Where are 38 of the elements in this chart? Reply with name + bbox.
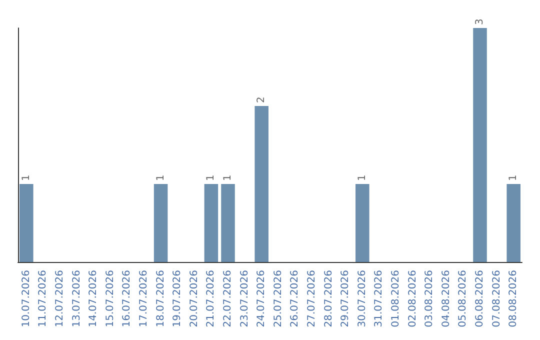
x-tick-label: 21.07.2026 [206, 270, 217, 328]
x-tick-label: 28.07.2026 [323, 270, 334, 328]
data-label: 1 [356, 174, 368, 181]
x-tick-label: 25.07.2026 [272, 270, 284, 328]
data-label: 1 [20, 174, 32, 181]
x-tick-label: 27.07.2026 [306, 270, 318, 328]
x-tick-label: 01.08.2026 [390, 270, 402, 328]
x-tick-label: 26.07.2026 [290, 270, 301, 328]
x-tick-label: 30.07.2026 [356, 270, 368, 328]
data-label: 1 [155, 174, 166, 181]
x-tick-label: 14.07.2026 [88, 270, 100, 328]
x-tick-label: 18.07.2026 [155, 270, 166, 328]
x-tick-label: 22.07.2026 [222, 270, 234, 328]
x-tick-label: 23.07.2026 [239, 270, 250, 328]
x-tick-label: 24.07.2026 [256, 270, 268, 328]
x-tick-label: 20.07.2026 [188, 270, 200, 328]
x-tick-label: 06.08.2026 [474, 270, 486, 328]
x-tick-label: 05.08.2026 [458, 270, 469, 328]
x-tick-label: 02.08.2026 [407, 270, 418, 328]
x-tick-label: 13.07.2026 [71, 270, 82, 328]
x-tick-label: 17.07.2026 [138, 270, 150, 328]
data-label: 1 [508, 174, 520, 181]
data-label: 2 [256, 96, 268, 103]
data-label: 1 [222, 174, 234, 181]
x-tick-label: 31.07.2026 [374, 270, 385, 328]
x-tick-label: 16.07.2026 [122, 270, 133, 328]
x-tick-label: 04.08.2026 [440, 270, 452, 328]
x-tick-label: 29.07.2026 [340, 270, 352, 328]
x-tick-label: 03.08.2026 [424, 270, 436, 328]
data-label: 1 [206, 174, 217, 181]
x-tick-label: 08.08.2026 [508, 270, 520, 328]
x-tick-label: 12.07.2026 [54, 270, 66, 328]
x-tick-label: 15.07.2026 [104, 270, 116, 328]
data-label: 3 [474, 18, 486, 25]
x-tick-label: 10.07.2026 [20, 270, 32, 328]
x-tick-label: 11.07.2026 [38, 270, 49, 328]
x-tick-label: 19.07.2026 [172, 270, 184, 328]
x-tick-label: 07.08.2026 [491, 270, 502, 328]
